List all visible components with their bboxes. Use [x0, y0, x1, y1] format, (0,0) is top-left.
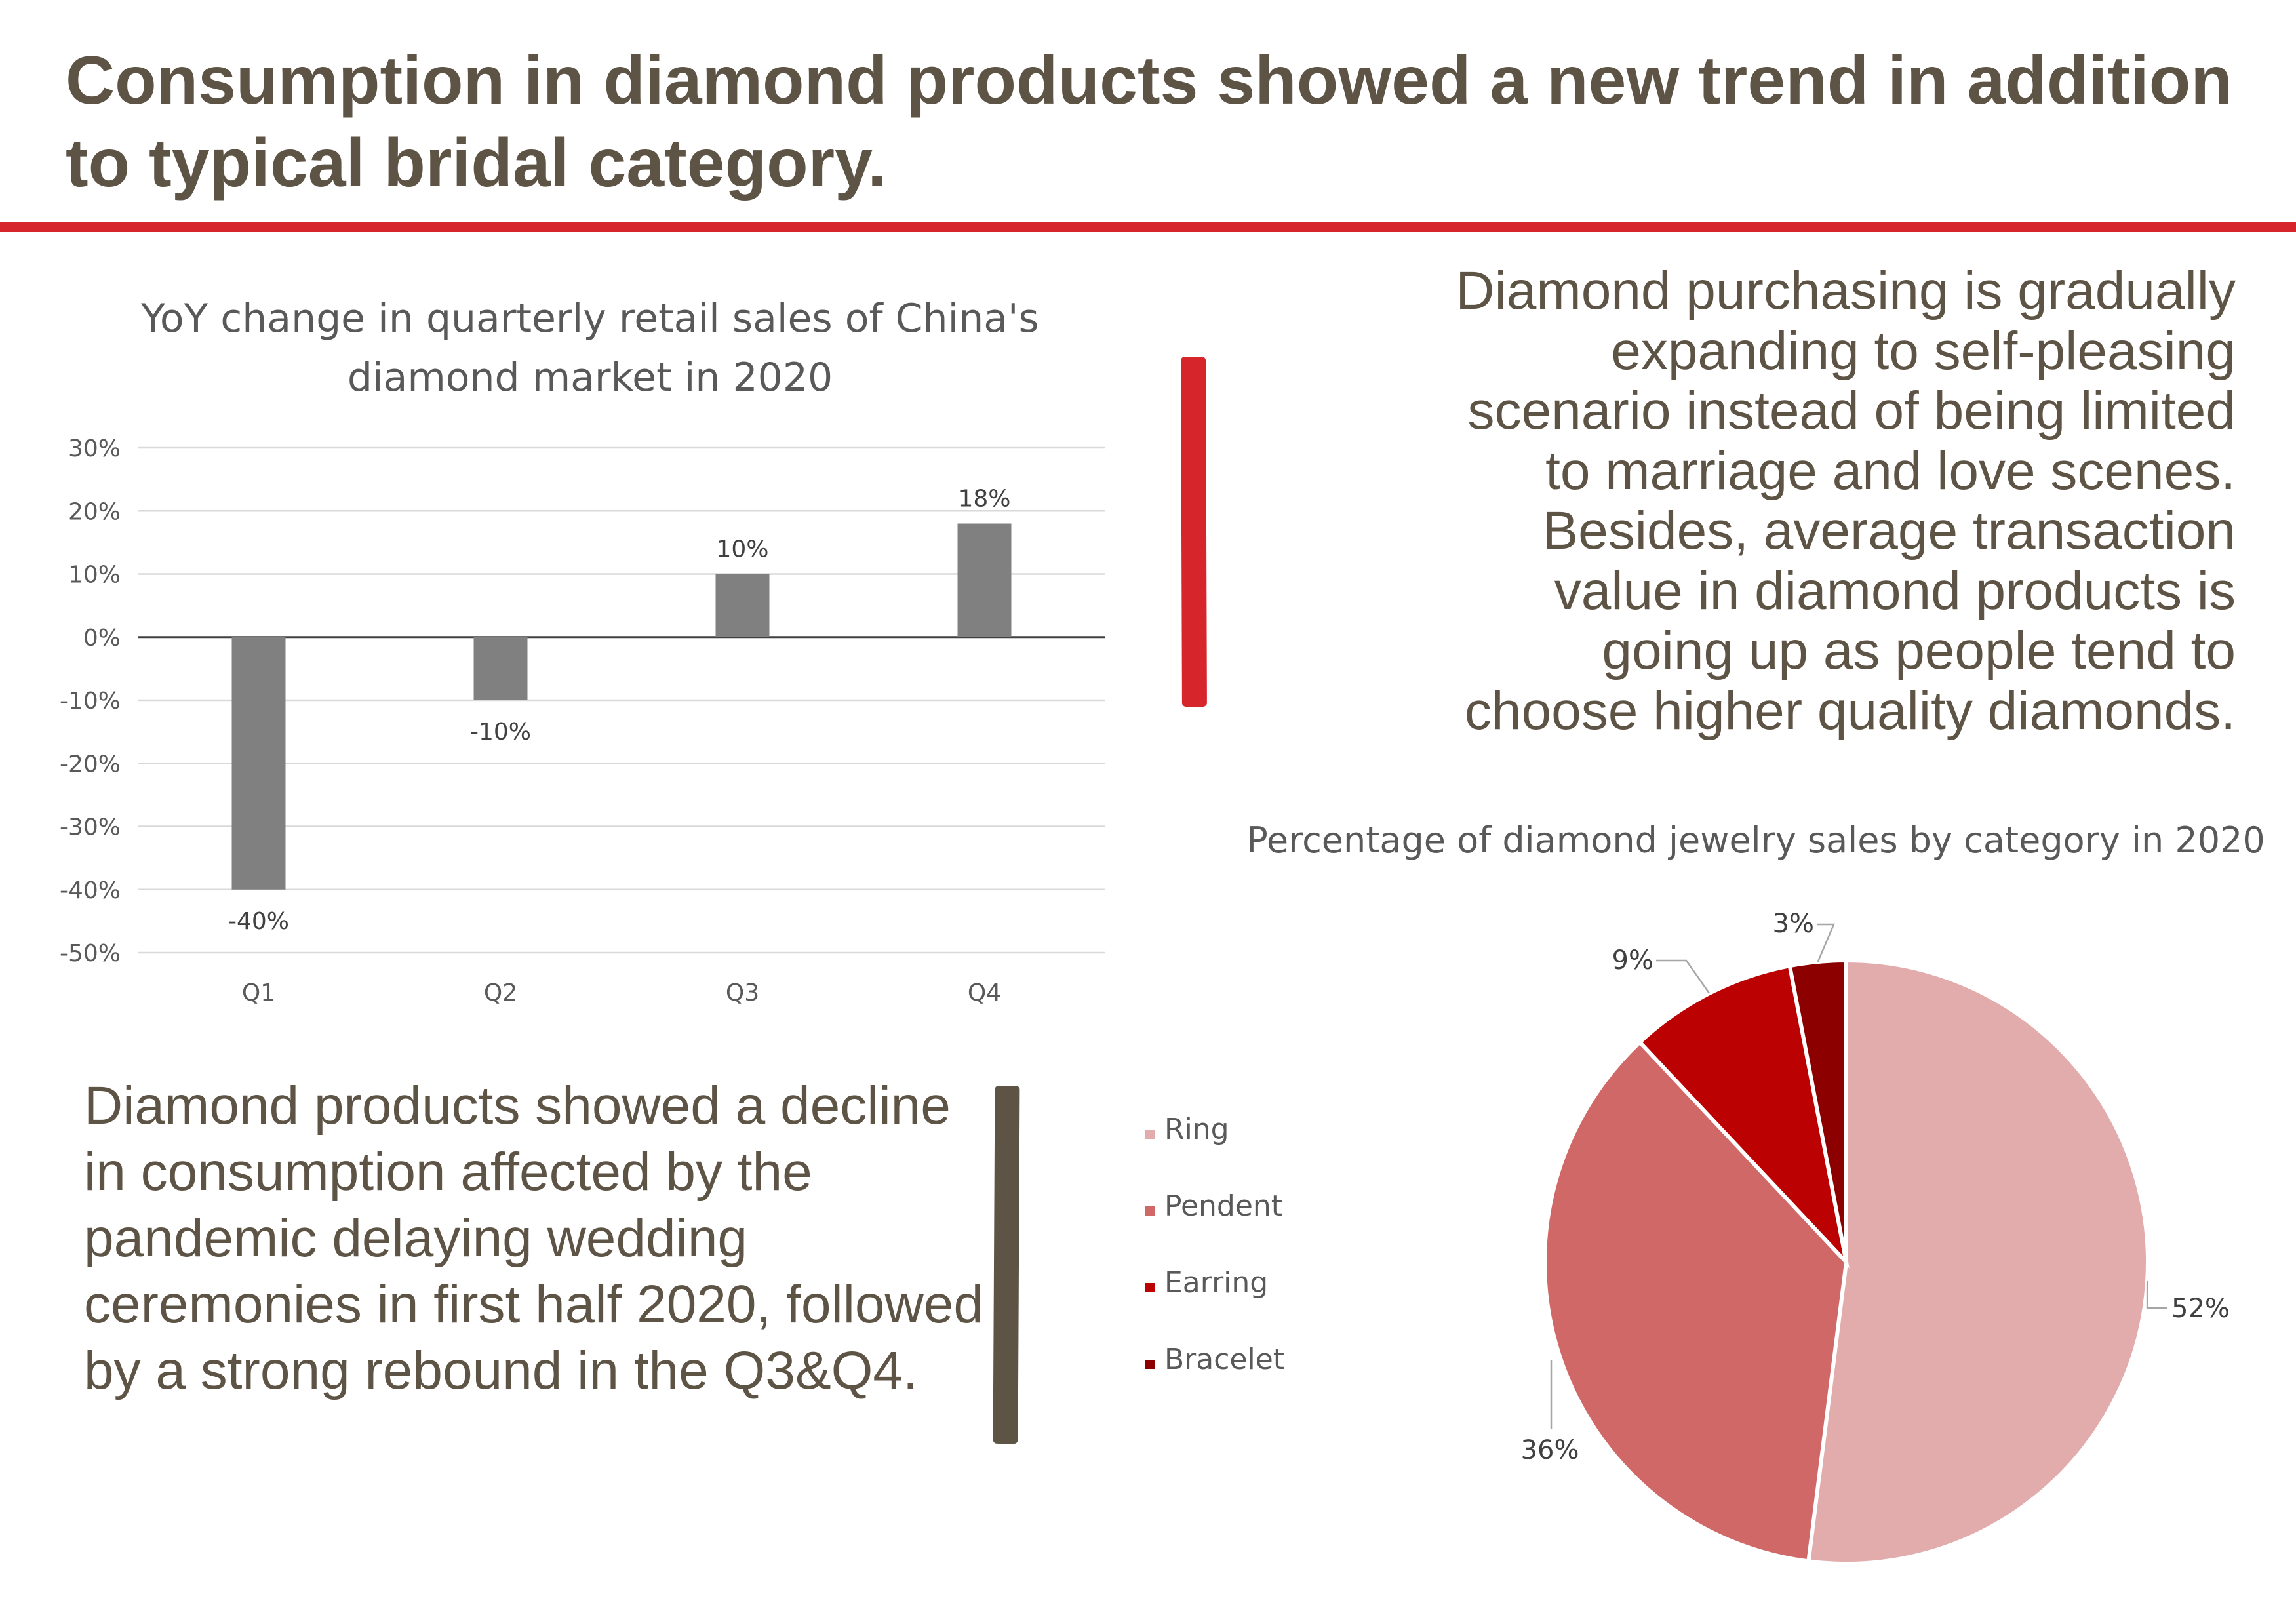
bar-data-label: 18%	[958, 486, 1010, 513]
pie-data-label: 52%	[2171, 1294, 2230, 1324]
legend-label-bracelet: Bracelet	[1164, 1343, 1284, 1376]
slide-title: Consumption in diamond products showed a…	[66, 43, 2232, 201]
y-tick-label: -10%	[60, 688, 121, 715]
y-tick-label: 20%	[68, 498, 121, 525]
x-tick-label: Q2	[484, 980, 517, 1006]
pie-slice-ring	[1806, 958, 2150, 1566]
pie-slice-earring	[1636, 963, 1850, 1269]
accent-bar-red	[1181, 356, 1207, 707]
pie-leader-line	[1817, 923, 1835, 962]
y-tick-label: -20%	[60, 751, 121, 778]
legend-swatch-ring	[1145, 1130, 1155, 1139]
callout-pandemic-decline: Diamond products showed a decline in con…	[84, 1076, 983, 1400]
y-tick-label: 30%	[68, 435, 121, 462]
x-tick-label: Q4	[968, 980, 1001, 1006]
legend-swatch-pendent	[1145, 1206, 1155, 1216]
pie-chart-leader-lines	[1550, 923, 2167, 1429]
bar-q2	[473, 637, 528, 700]
x-tick-label: Q1	[242, 980, 275, 1006]
pie-chart-data-labels: 52% 36% 9% 3%	[1521, 909, 2230, 1465]
bar-chart: YoY change in quarterly retail sales of …	[60, 296, 1105, 1006]
bar-chart-data-labels: -40% -10% 10% 18%	[228, 486, 1011, 935]
title-divider	[0, 222, 2296, 232]
bar-chart-gridlines	[138, 446, 1105, 954]
legend-label-ring: Ring	[1164, 1113, 1229, 1146]
bar-q4	[957, 523, 1012, 637]
pie-data-label: 3%	[1773, 909, 1814, 939]
y-tick-label: -40%	[60, 877, 121, 904]
pie-data-label: 9%	[1612, 945, 1653, 976]
callout-self-pleasing-trend: Diamond purchasing is gradually expandin…	[1455, 261, 2236, 741]
legend-label-pendent: Pendent	[1164, 1189, 1282, 1223]
y-tick-label: 10%	[68, 562, 121, 589]
bar-chart-title-line-2: diamond market in 2020	[347, 355, 833, 401]
bar-data-label: 10%	[716, 536, 768, 563]
y-tick-label: 0%	[83, 625, 121, 652]
bar-q3	[715, 574, 770, 637]
bar-q1	[231, 637, 286, 890]
bar-chart-title-line-1: YoY change in quarterly retail sales of …	[140, 296, 1039, 342]
bar-data-label: -10%	[470, 719, 531, 745]
pie-leader-line	[1656, 959, 1711, 994]
pie-slice-bracelet	[1787, 958, 1848, 1263]
bar-chart-y-tick-labels: 30% 20% 10% 0% -10% -20% -30% -40% -50%	[60, 435, 121, 967]
legend-swatch-earring	[1145, 1283, 1155, 1292]
pie-slice-pendent	[1543, 1039, 1849, 1564]
pie-chart-legend: Ring Pendent Earring Bracelet	[1145, 1113, 1284, 1376]
x-tick-label: Q3	[726, 980, 759, 1006]
bar-chart-bars	[231, 523, 1012, 890]
pie-chart-slices	[1543, 958, 2150, 1566]
y-tick-label: -50%	[60, 940, 121, 967]
bar-chart-x-tick-labels: Q1 Q2 Q3 Q4	[242, 980, 1001, 1006]
pie-chart-title: Percentage of diamond jewelry sales by c…	[1246, 820, 2265, 861]
pie-chart: Percentage of diamond jewelry sales by c…	[1145, 820, 2265, 1566]
legend-swatch-bracelet	[1145, 1360, 1155, 1369]
bar-data-label: -40%	[228, 908, 289, 935]
legend-label-earring: Earring	[1164, 1266, 1268, 1299]
y-tick-label: -30%	[60, 814, 121, 841]
pie-leader-line	[2146, 1280, 2167, 1309]
pie-data-label: 36%	[1521, 1435, 1579, 1465]
